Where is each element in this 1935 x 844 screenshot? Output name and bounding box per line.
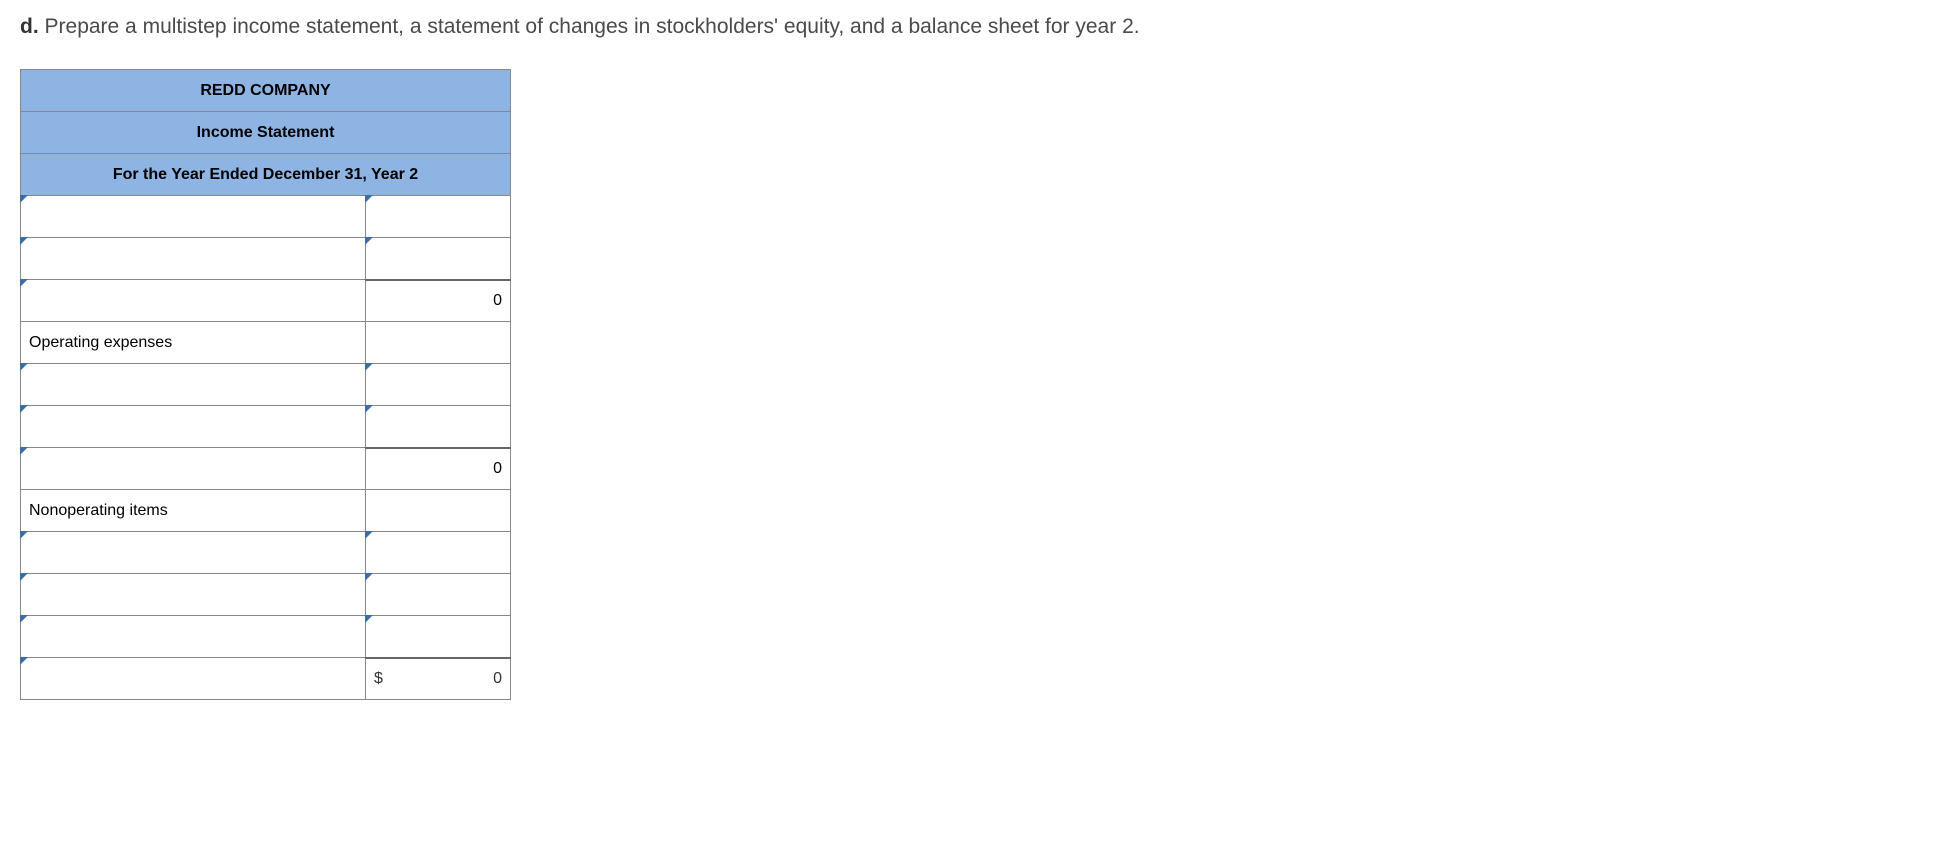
table-row xyxy=(21,532,511,574)
row-value-input[interactable] xyxy=(366,532,511,574)
table-row: Operating expenses xyxy=(21,322,511,364)
row-value-empty xyxy=(366,322,511,364)
question-body: Prepare a multistep income statement, a … xyxy=(45,15,1140,38)
income-statement-table: REDD COMPANY Income Statement For the Ye… xyxy=(20,69,511,700)
header-period: For the Year Ended December 31, Year 2 xyxy=(21,154,511,196)
table-row xyxy=(21,574,511,616)
table-row: 0 xyxy=(21,448,511,490)
row-label-static: Operating expenses xyxy=(21,322,366,364)
table-row: $ 0 xyxy=(21,658,511,700)
row-value-input[interactable] xyxy=(366,196,511,238)
total-value: 0 xyxy=(383,670,510,688)
row-value-input[interactable] xyxy=(366,364,511,406)
currency-symbol: $ xyxy=(366,670,383,688)
table-row: Nonoperating items xyxy=(21,490,511,532)
row-value-calc: 0 xyxy=(366,448,511,490)
row-label-input[interactable] xyxy=(21,616,366,658)
table-row xyxy=(21,196,511,238)
question-text: d. Prepare a multistep income statement,… xyxy=(20,12,1915,41)
row-value-total: $ 0 xyxy=(366,658,511,700)
row-label-input[interactable] xyxy=(21,406,366,448)
row-label-input[interactable] xyxy=(21,238,366,280)
row-label-input[interactable] xyxy=(21,196,366,238)
table-row xyxy=(21,406,511,448)
row-value-input[interactable] xyxy=(366,574,511,616)
question-label: d. xyxy=(20,15,39,38)
table-row xyxy=(21,364,511,406)
row-value-empty xyxy=(366,490,511,532)
header-company: REDD COMPANY xyxy=(21,70,511,112)
row-label-input[interactable] xyxy=(21,574,366,616)
row-label-input[interactable] xyxy=(21,658,366,700)
row-label-static: Nonoperating items xyxy=(21,490,366,532)
table-row xyxy=(21,238,511,280)
row-label-input[interactable] xyxy=(21,280,366,322)
row-label-input[interactable] xyxy=(21,532,366,574)
row-value-calc: 0 xyxy=(366,280,511,322)
row-value-input[interactable] xyxy=(366,616,511,658)
table-row: 0 xyxy=(21,280,511,322)
header-title: Income Statement xyxy=(21,112,511,154)
row-label-input[interactable] xyxy=(21,448,366,490)
row-value-input[interactable] xyxy=(366,238,511,280)
row-value-input[interactable] xyxy=(366,406,511,448)
table-row xyxy=(21,616,511,658)
row-label-input[interactable] xyxy=(21,364,366,406)
